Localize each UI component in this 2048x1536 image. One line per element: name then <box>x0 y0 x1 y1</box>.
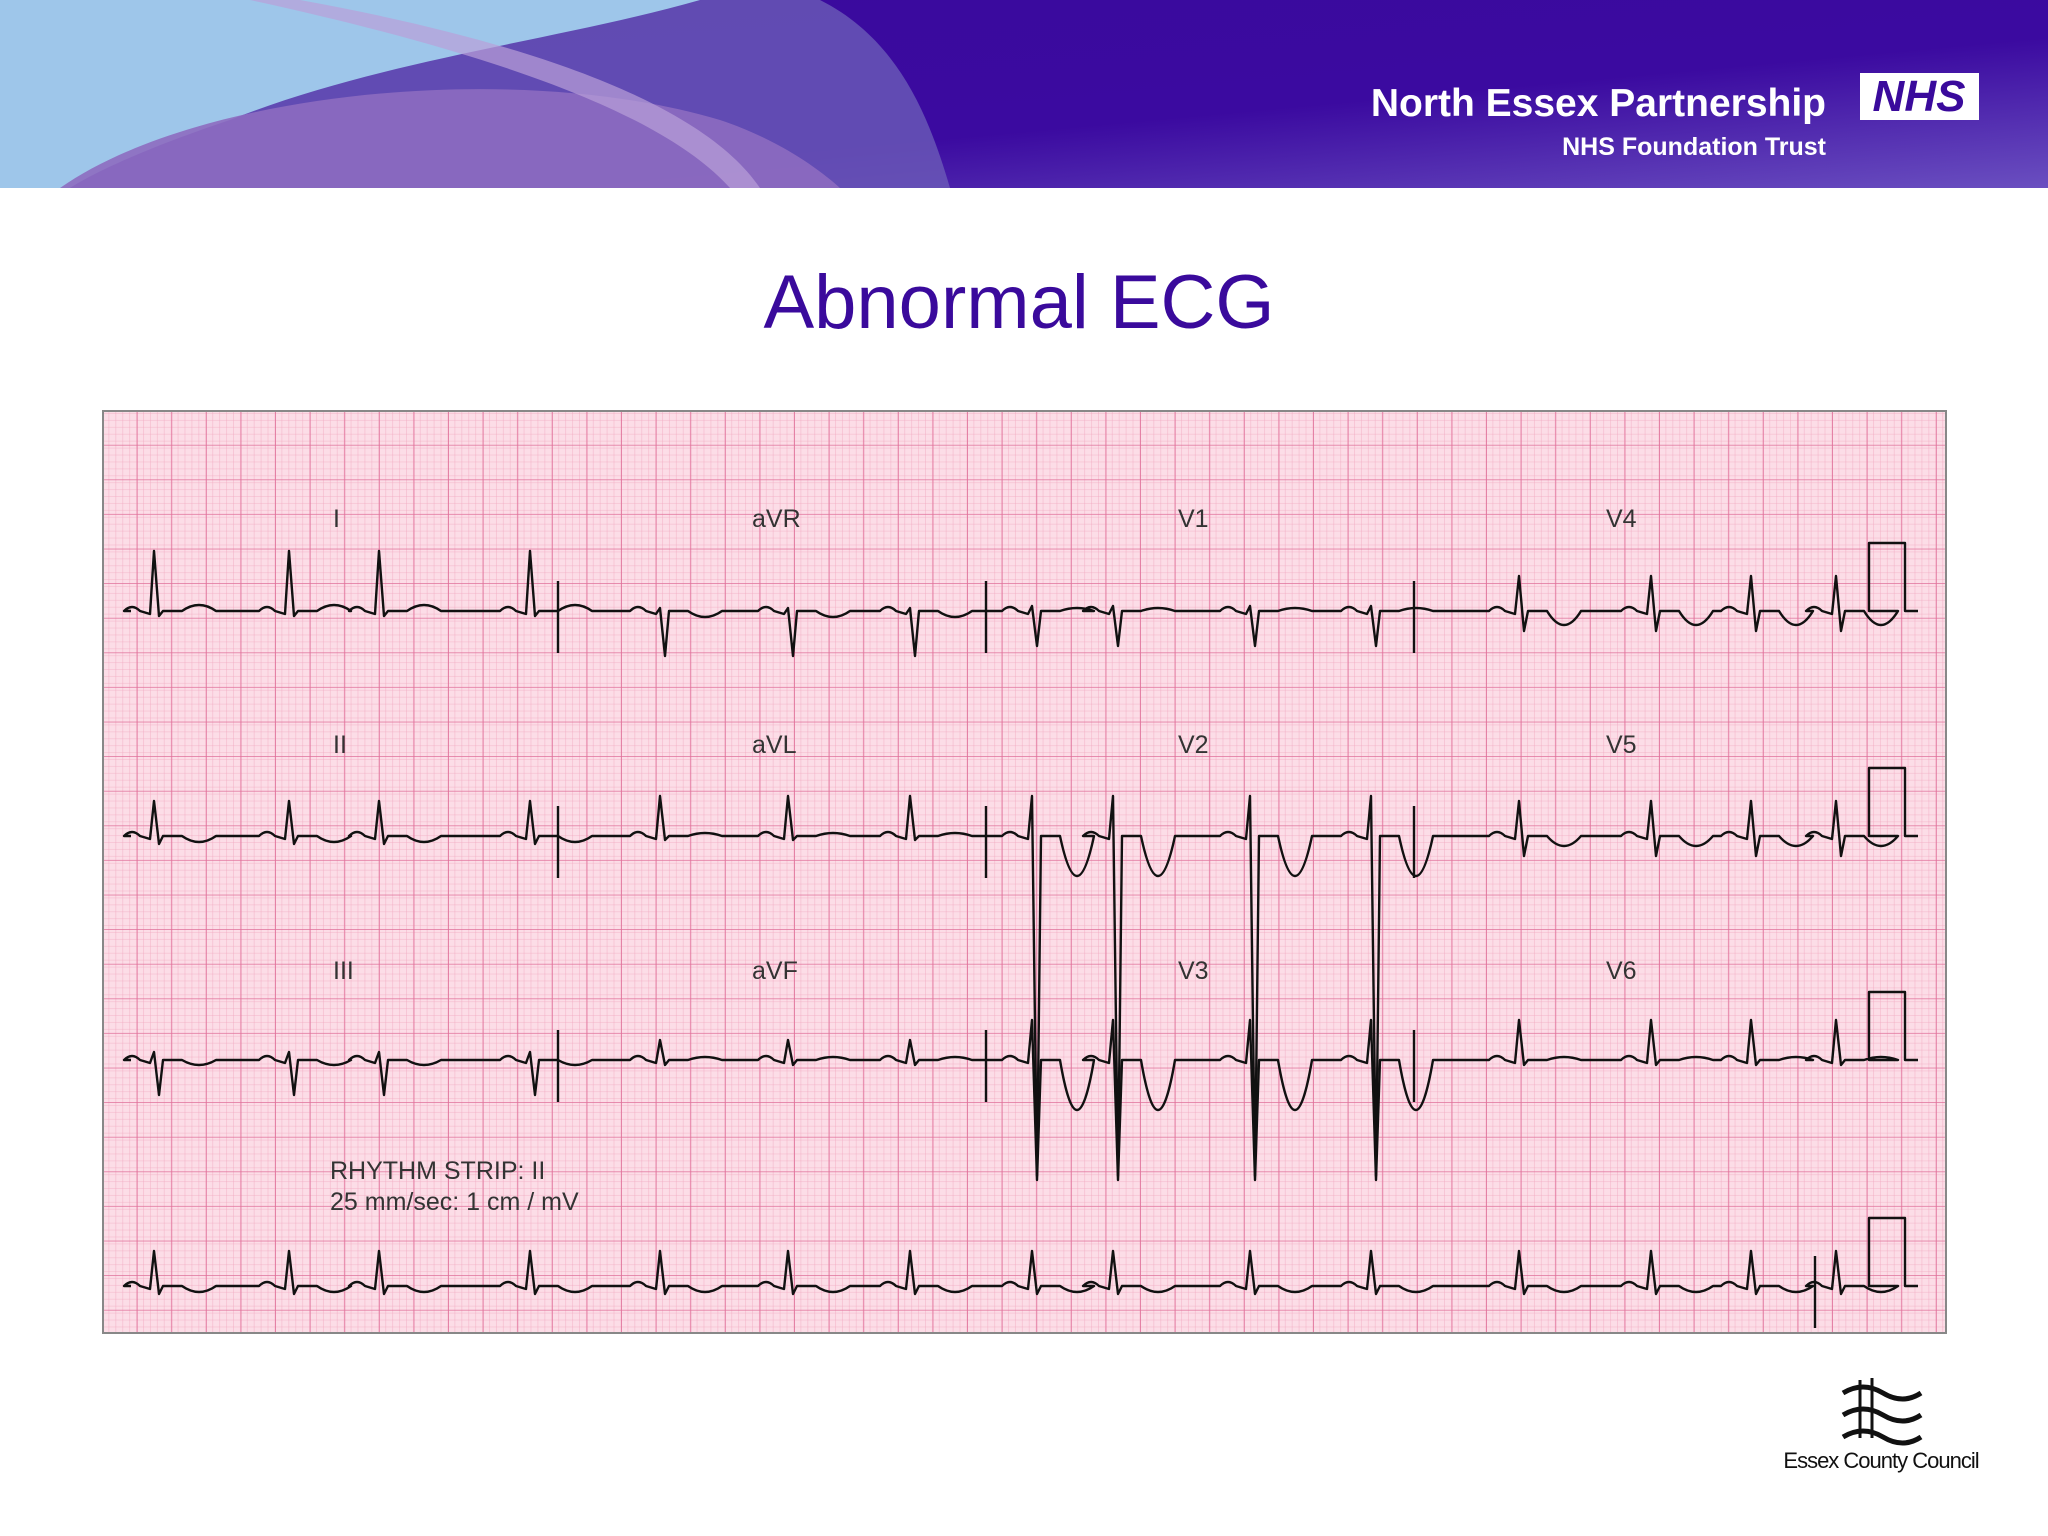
header: North Essex Partnership NHS Foundation T… <box>0 0 2048 188</box>
lead-label: aVL <box>752 731 797 759</box>
lead-label: I <box>333 505 340 533</box>
lead-label: aVF <box>752 957 798 985</box>
slide-title: Abnormal ECG <box>763 260 1274 345</box>
organization: North Essex Partnership <box>1371 82 1826 125</box>
rhythm-label: RHYTHM STRIP: II <box>330 1157 545 1185</box>
ecg-trace <box>122 1216 1918 1296</box>
organization-subtitle: NHS Foundation Trust <box>1562 133 1827 161</box>
ecg-trace <box>122 990 1918 1182</box>
lead-label: aVR <box>752 505 801 533</box>
ecg-grid <box>102 410 1947 1334</box>
essex-logo-text: Essex County Council <box>1783 1448 1978 1473</box>
lead-label: V5 <box>1606 731 1637 759</box>
ecg-trace <box>122 541 1918 658</box>
ecg-trace <box>122 766 1918 1178</box>
lead-label: V3 <box>1178 957 1209 985</box>
nhs-logo-box <box>1860 73 1979 120</box>
nhs-logo: NHS <box>1873 72 1966 121</box>
lead-label: III <box>333 957 354 985</box>
lead-label: V1 <box>1178 505 1209 533</box>
lead-label: II <box>333 731 347 759</box>
lead-label: V6 <box>1606 957 1637 985</box>
header-swoosh <box>0 0 700 188</box>
calibration-label: 25 mm/sec: 1 cm / mV <box>330 1188 579 1216</box>
lead-label: V2 <box>1178 731 1209 759</box>
essex-logo <box>1841 1378 1923 1446</box>
lead-label: V4 <box>1606 505 1637 533</box>
